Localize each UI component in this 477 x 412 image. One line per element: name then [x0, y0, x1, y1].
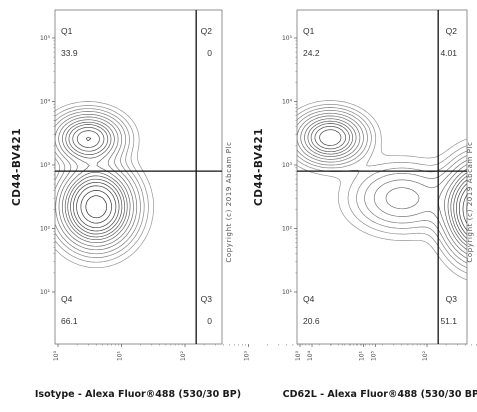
- panel-2: 10⁰10¹10²10³10⁴10⁵10¹10²10³10⁴10⁵Q124.2Q…: [253, 9, 477, 400]
- quadrant-name-q2: Q2: [446, 26, 458, 36]
- contour-level: [73, 130, 120, 232]
- contour-level: [462, 194, 467, 225]
- quadrant-name-q1: Q1: [303, 26, 315, 36]
- quadrant-name-q3: Q3: [201, 294, 213, 304]
- y-axis-label: CD44-BV421: [11, 128, 23, 206]
- y-tick-label: 10²: [282, 226, 293, 233]
- quadrant-value-q4: 20.6: [303, 316, 320, 326]
- quadrant-name-q4: Q4: [303, 294, 315, 304]
- quadrant-name-q3: Q3: [446, 294, 458, 304]
- quadrant-value-q3: 0: [207, 316, 212, 326]
- x-tick-label: 10⁰: [295, 350, 302, 361]
- y-tick-label: 10²: [40, 226, 51, 233]
- quadrant-value-q1: 33.9: [61, 48, 78, 58]
- quadrant-value-q4: 66.1: [61, 316, 78, 326]
- contour-level: [80, 190, 112, 224]
- contour-level: [67, 124, 126, 238]
- y-tick-label: 10³: [40, 162, 51, 169]
- x-tick-label: 10⁵: [371, 350, 378, 361]
- y-tick-label: 10⁴: [40, 99, 51, 106]
- quadrant-name-q1: Q1: [61, 26, 73, 36]
- contour-level: [55, 101, 155, 269]
- quadrant-value-q2: 4.01: [440, 48, 457, 58]
- contour-level: [297, 107, 467, 269]
- contour-level: [319, 129, 467, 236]
- x-axis-label: CD62L - Alexa Fluor®488 (530/30 BP): [283, 389, 477, 400]
- plot-frame: [296, 9, 468, 345]
- y-tick-label: 10³: [282, 162, 293, 169]
- contour-level: [307, 120, 467, 247]
- quadrant-value-q1: 24.2: [303, 48, 320, 58]
- x-tick-label: 10⁰: [53, 350, 60, 361]
- quadrant-name-q2: Q2: [201, 26, 213, 36]
- x-tick-label: 10²: [180, 350, 187, 361]
- quadrant-value-q3: 51.1: [440, 316, 457, 326]
- y-tick-label: 10¹: [40, 289, 51, 296]
- contour-level: [310, 123, 467, 243]
- x-tick-label: 10¹: [117, 350, 124, 361]
- y-tick-label: 10¹: [282, 289, 293, 296]
- contour-level: [76, 137, 117, 229]
- contour-level: [61, 119, 131, 244]
- y-tick-label: 10⁴: [282, 99, 293, 106]
- panel-1: 10⁰ 10¹ 10² 10³ 10⁴ 10⁵ 10¹ 10² 10³ 10⁴ 10⁵ Q1 33.9 Q…: [11, 9, 378, 400]
- contour-level: [55, 108, 145, 258]
- x-tick-label: 10¹: [359, 350, 366, 361]
- y-tick-label: 10⁵: [282, 35, 293, 42]
- contour-plot: [55, 101, 155, 269]
- contour-level: [55, 105, 149, 263]
- y-tick-label: 10⁵: [40, 35, 51, 42]
- contour-level: [297, 100, 467, 281]
- contour-level: [70, 126, 123, 235]
- copyright-text: Copyright (c) 2019 Abcam Plc: [466, 141, 474, 262]
- contour-level: [297, 109, 467, 264]
- x-tick-label: 10⁴: [307, 350, 314, 361]
- x-tick-label: 10²: [422, 350, 429, 361]
- contour-plot: [297, 100, 467, 281]
- contour-level: [314, 125, 467, 240]
- quadrant-name-q4: Q4: [61, 294, 73, 304]
- contour-level: [58, 116, 134, 247]
- contour-level: [458, 187, 467, 231]
- contour-level: [300, 115, 467, 255]
- plot-frame: [54, 9, 223, 345]
- contour-level: [85, 195, 108, 219]
- x-axis-label: Isotype - Alexa Fluor®488 (530/30 BP): [35, 389, 241, 400]
- y-axis-label: CD44-BV421: [253, 128, 265, 206]
- copyright-text: Copyright (c) 2019 Abcam Plc: [225, 141, 233, 262]
- contour-level: [64, 121, 128, 241]
- quadrant-value-q2: 0: [207, 48, 212, 58]
- contour-level: [55, 111, 141, 255]
- x-tick-label: 10³: [244, 350, 251, 361]
